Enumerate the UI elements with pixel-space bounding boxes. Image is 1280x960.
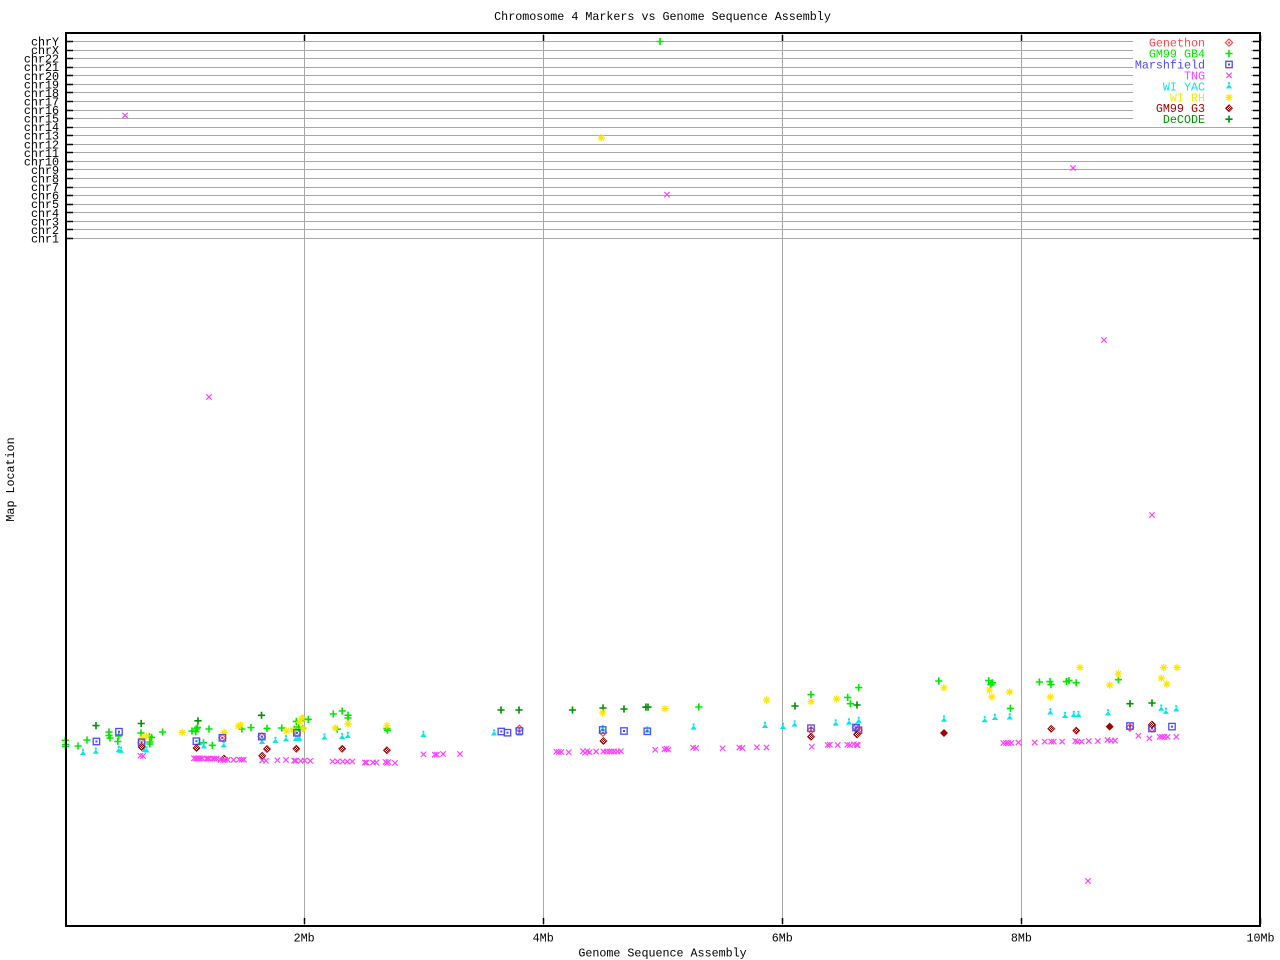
- svg-text:chr2: chr2: [31, 224, 59, 238]
- svg-text:chr10: chr10: [24, 155, 59, 169]
- svg-text:chr17: chr17: [24, 95, 59, 109]
- svg-text:chr9: chr9: [31, 164, 59, 178]
- svg-text:chr15: chr15: [24, 113, 59, 127]
- svg-text:WI RH: WI RH: [1170, 91, 1205, 105]
- svg-text:TNG: TNG: [1184, 69, 1205, 83]
- svg-text:Genethon: Genethon: [1149, 37, 1205, 51]
- svg-text:8Mb: 8Mb: [1011, 932, 1032, 946]
- svg-text:chr19: chr19: [24, 78, 59, 92]
- svg-text:chr16: chr16: [24, 104, 59, 118]
- svg-text:chr3: chr3: [31, 215, 59, 229]
- svg-text:chr12: chr12: [24, 138, 59, 152]
- svg-text:DeCODE: DeCODE: [1163, 113, 1205, 127]
- svg-text:chr14: chr14: [24, 121, 59, 135]
- svg-text:chrX: chrX: [31, 44, 59, 58]
- svg-text:Chromosome 4 Markers vs Genome: Chromosome 4 Markers vs Genome Sequence …: [494, 10, 831, 24]
- svg-text:10Mb: 10Mb: [1246, 932, 1274, 946]
- svg-text:GM99 G3: GM99 G3: [1156, 102, 1205, 116]
- svg-text:chrY: chrY: [31, 36, 59, 50]
- svg-text:WI YAC: WI YAC: [1163, 80, 1205, 94]
- svg-text:GM99 GB4: GM99 GB4: [1149, 48, 1205, 62]
- svg-text:Marshfield: Marshfield: [1135, 58, 1205, 72]
- svg-text:2Mb: 2Mb: [294, 932, 315, 946]
- svg-text:chr7: chr7: [31, 181, 59, 195]
- svg-text:chr13: chr13: [24, 130, 59, 144]
- svg-text:Genome Sequence Assembly: Genome Sequence Assembly: [578, 947, 746, 960]
- svg-text:chr21: chr21: [24, 61, 59, 75]
- svg-text:chr1: chr1: [31, 232, 59, 246]
- svg-text:Map Location: Map Location: [4, 437, 18, 521]
- svg-text:4Mb: 4Mb: [533, 932, 554, 946]
- svg-text:chr20: chr20: [24, 70, 59, 84]
- svg-text:chr5: chr5: [31, 198, 59, 212]
- svg-text:chr6: chr6: [31, 190, 59, 204]
- svg-text:chr11: chr11: [24, 147, 59, 161]
- svg-text:chr18: chr18: [24, 87, 59, 101]
- svg-text:chr4: chr4: [31, 207, 59, 221]
- svg-text:chr22: chr22: [24, 53, 59, 67]
- svg-text:chr8: chr8: [31, 173, 59, 187]
- svg-text:6Mb: 6Mb: [772, 932, 793, 946]
